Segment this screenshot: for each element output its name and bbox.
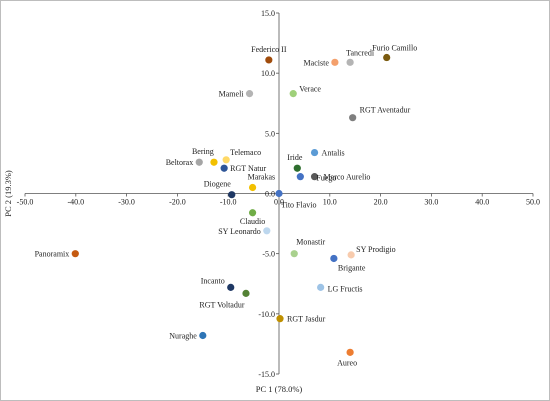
point-label: Antalis [322, 149, 345, 158]
point-marker [346, 58, 354, 66]
point-marker [383, 53, 391, 62]
data-points [71, 53, 391, 356]
point-label: Incanto [201, 276, 225, 285]
point-marker [310, 148, 319, 157]
point-label: Mameli [219, 90, 245, 99]
point-label: Tancredi [346, 48, 375, 57]
x-tick-label: -30.0 [118, 198, 135, 207]
x-tick-label: 30.0 [424, 198, 438, 207]
point-marker [220, 164, 228, 172]
y-axis-title: PC 2 (19.3%) [3, 170, 13, 217]
point-marker [349, 114, 357, 122]
point-label: Monastir [296, 238, 325, 247]
point-marker [276, 315, 284, 323]
y-tick-label: 0.0 [265, 190, 275, 199]
point-marker [275, 189, 283, 198]
x-tick-label: 10.0 [323, 198, 337, 207]
point-label: Iride [287, 153, 303, 162]
point-marker [228, 191, 236, 199]
point-marker [199, 331, 207, 340]
point-marker [331, 58, 339, 66]
point-marker [248, 183, 257, 192]
point-label: Maciste [304, 58, 330, 67]
ticks: -50.0 -40.0 -30.0 -20.0 -10.0 0.0 10.0 20.0 30.0… [17, 9, 540, 379]
point-marker [347, 251, 355, 259]
point-label: Diogene [204, 180, 232, 189]
x-tick-label: 20.0 [374, 198, 388, 207]
point-marker [317, 283, 325, 291]
point-label: Aureo [337, 358, 357, 367]
point-label: Bering [192, 147, 214, 156]
point-marker [293, 164, 301, 172]
point-marker [330, 254, 338, 263]
point-label: Beltorax [166, 158, 194, 167]
y-tick-label: 5.0 [265, 129, 275, 138]
point-label: Fuego [316, 174, 336, 183]
y-tick-label: 15.0 [261, 9, 275, 18]
x-axis-title: PC 1 (78.0%) [256, 384, 303, 394]
point-marker [290, 250, 298, 258]
point-label: LG Fructis [328, 284, 363, 293]
point-label: Telemaco [230, 148, 261, 157]
point-label: Federico II [251, 45, 287, 54]
x-tick-label: 50.0 [526, 198, 540, 207]
x-tick-label: -50.0 [17, 198, 34, 207]
point-label: RGT Voltadur [199, 300, 244, 309]
y-tick-label: -10.0 [258, 310, 275, 319]
point-label: RGT Aventadur [360, 106, 411, 115]
point-marker [346, 348, 354, 356]
point-label: SY Prodigio [356, 245, 396, 254]
point-label: RGT Jasdur [287, 315, 326, 324]
x-tick-label: -10.0 [220, 198, 237, 207]
point-label: Marco Aurelio [324, 173, 371, 182]
point-marker [289, 90, 297, 98]
y-tick-label: 10.0 [261, 69, 275, 78]
point-marker [265, 56, 273, 64]
point-label: Brigante [338, 263, 366, 272]
x-tick-label: -40.0 [67, 198, 84, 207]
y-tick-label: -15.0 [258, 370, 275, 379]
point-label: Furio Camillo [372, 44, 417, 53]
point-label: Claudio [240, 217, 265, 226]
x-tick-label: 40.0 [475, 198, 489, 207]
point-label: Panoramix [35, 250, 70, 259]
point-label: Marakas [248, 172, 276, 181]
point-marker [210, 158, 218, 166]
point-marker [71, 250, 79, 258]
point-label: Nuraghe [169, 331, 197, 340]
point-marker [227, 283, 235, 291]
point-label: Tito Flavio [281, 201, 317, 210]
point-marker [248, 209, 257, 217]
point-marker [310, 173, 319, 181]
point-marker [242, 289, 250, 297]
x-tick-label: -20.0 [169, 198, 186, 207]
point-label: Verace [299, 85, 321, 94]
point-marker [195, 158, 203, 166]
point-marker [296, 173, 304, 181]
point-label: SY Leonardo [218, 227, 261, 236]
point-marker [245, 90, 254, 98]
point-marker [222, 156, 230, 164]
point-marker [263, 227, 271, 235]
x-tick-label: 0.0 [274, 198, 284, 207]
y-tick-label: -5.0 [262, 250, 275, 259]
point-label: RGT Natur [230, 164, 266, 173]
